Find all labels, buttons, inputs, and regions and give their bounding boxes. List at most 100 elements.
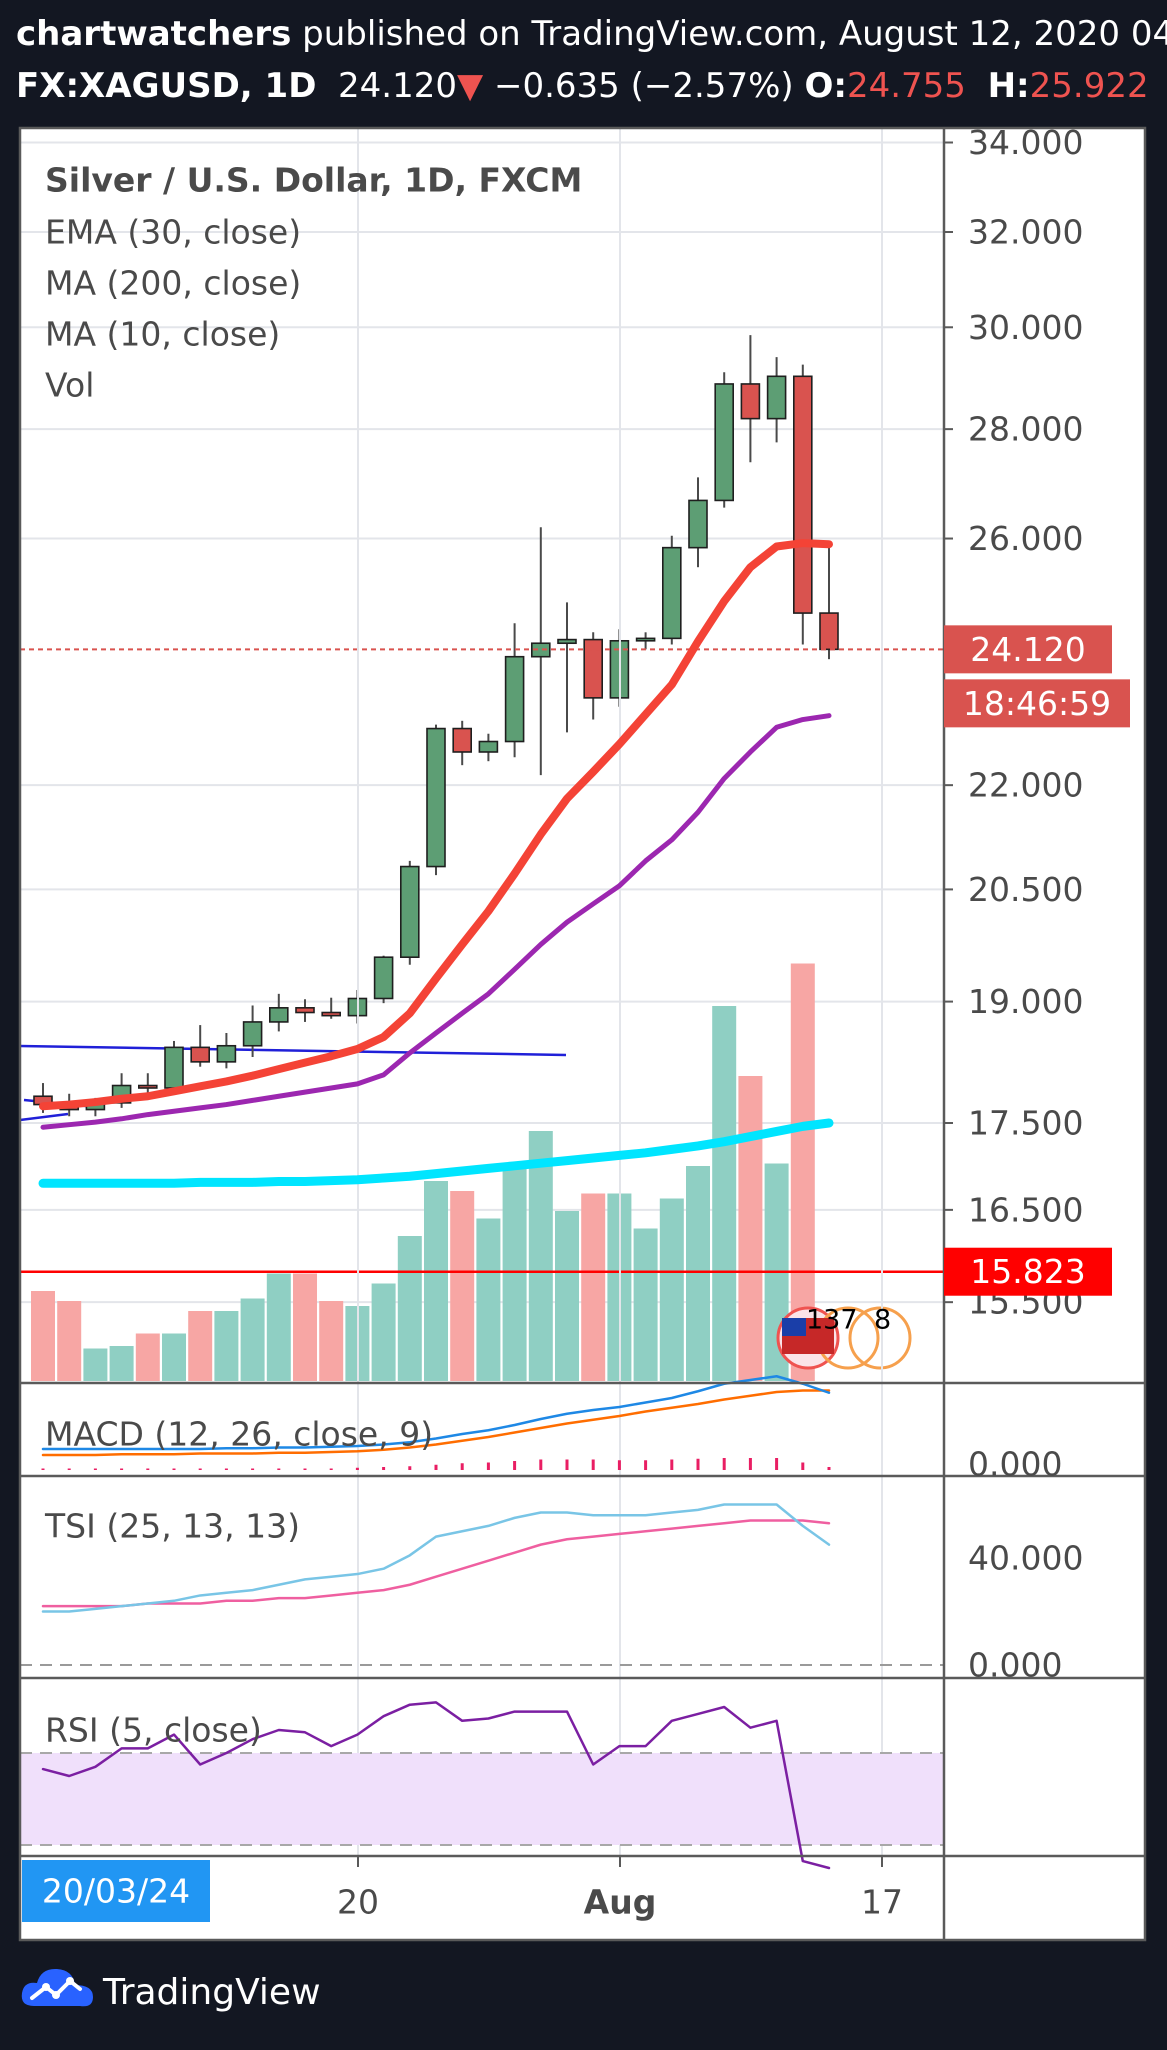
time-cursor-tag: [22, 1860, 210, 1922]
macd-label: MACD (12, 26, close, 9): [45, 1415, 433, 1454]
volume-bar: [738, 1076, 763, 1381]
macd-line: [41, 1375, 831, 1451]
volume-bar: [31, 1291, 55, 1381]
level-tag: [944, 1247, 1112, 1296]
macd-signal-line: [41, 1389, 831, 1457]
tradingview-logo-icon[interactable]: [20, 1962, 96, 2012]
volume-bar: [424, 1181, 448, 1381]
down-arrow-icon: ▼: [457, 66, 484, 106]
chart-frame: [18, 126, 1147, 1942]
price-axis-label: 28.000: [968, 410, 1083, 449]
ema30-line: [39, 539, 833, 1111]
price-axis-label: 20.500: [968, 870, 1083, 909]
volume-bar: [555, 1211, 579, 1381]
price-axis-label: 30.000: [968, 308, 1083, 347]
header: chartwatchers published on TradingView.c…: [0, 0, 1167, 125]
down-candle: [138, 1084, 158, 1089]
volume-bar: [528, 1131, 553, 1381]
event-count[interactable]: 137: [806, 1305, 858, 1336]
author-name[interactable]: chartwatchers: [16, 14, 292, 54]
up-candle: [426, 727, 446, 868]
tradingview-brand[interactable]: TradingView: [103, 1972, 321, 2013]
trendline: [20, 1112, 69, 1122]
high-label: H:: [987, 66, 1030, 106]
macd-axis-label: 0.000: [968, 1445, 1062, 1484]
volume-bar: [319, 1301, 344, 1381]
volume-bar: [240, 1298, 265, 1381]
time-cursor-label: 20/03/24: [42, 1872, 190, 1911]
countdown-tag: [944, 679, 1130, 728]
down-candle: [295, 1007, 315, 1014]
time-axis-label: Aug: [584, 1883, 657, 1922]
rsi-line: [41, 1701, 831, 1870]
countdown-tag-label: 18:46:59: [963, 684, 1111, 723]
up-candle: [688, 499, 708, 549]
chart-area[interactable]: 137 8 Silver / U.S. Dollar, 1D, FXCM EMA (3…: [0, 0, 1167, 1950]
volume-bar: [476, 1218, 501, 1381]
price-change: −0.635 (−2.57%): [493, 66, 794, 106]
volume-bar: [502, 1168, 527, 1381]
down-candle: [819, 612, 839, 651]
time-axis-label: 17: [861, 1883, 903, 1922]
price-axis-label: 19.000: [968, 982, 1083, 1021]
level-tag-label: 15.823: [970, 1252, 1085, 1291]
volume-bar: [397, 1236, 422, 1381]
open-label: O:: [804, 66, 847, 106]
up-candle: [530, 642, 551, 658]
price-axis-label: 22.000: [968, 766, 1083, 805]
tsi-label: TSI (25, 13, 13): [44, 1507, 300, 1546]
down-candle: [583, 638, 604, 699]
up-candle: [635, 637, 656, 642]
volume-bar: [83, 1348, 108, 1381]
volume-bar: [450, 1191, 475, 1381]
quote-line: FX:XAGUSD, 1D 24.120▼ −0.635 (−2.57%) O:…: [16, 66, 1167, 106]
volume-bar: [686, 1166, 710, 1381]
publish-line: chartwatchers published on TradingView.c…: [16, 14, 1167, 54]
ma200-line: [38, 1118, 834, 1188]
price-axis-label: 32.000: [968, 213, 1083, 252]
rsi-label: RSI (5, close): [45, 1711, 262, 1750]
up-candle: [268, 1007, 289, 1023]
price-axis-label: 26.000: [968, 519, 1083, 558]
trendline: [20, 1044, 567, 1057]
current-price-tag: [944, 625, 1112, 674]
ma10-line: [40, 713, 832, 1130]
down-candle: [452, 727, 473, 753]
down-candle: [190, 1046, 210, 1063]
up-candle: [504, 655, 525, 743]
volume-bar: [712, 1006, 737, 1381]
event-count[interactable]: 8: [874, 1305, 891, 1336]
up-candle: [714, 383, 735, 502]
volume-bar: [659, 1198, 684, 1381]
up-candle: [216, 1044, 237, 1063]
down-candle: [321, 1011, 342, 1017]
up-candle: [399, 865, 420, 958]
down-candle: [792, 375, 813, 614]
volume-bar: [135, 1333, 160, 1381]
volume-bar: [581, 1193, 606, 1381]
tsi-axis-label: 40.000: [968, 1539, 1083, 1578]
up-candle: [661, 546, 682, 640]
time-axis-label: 20: [337, 1883, 379, 1922]
volume-bar: [266, 1273, 291, 1381]
legend-title: Silver / U.S. Dollar, 1D, FXCM: [45, 161, 582, 200]
volume-bar: [109, 1346, 134, 1381]
rsi-band: [20, 1753, 943, 1845]
volume-bar: [214, 1311, 239, 1381]
down-candle: [740, 383, 761, 420]
price-pane: [20, 141, 943, 1381]
legend-item: MA (200, close): [45, 264, 301, 303]
up-candle: [766, 375, 787, 420]
high-value: 25.922: [1029, 66, 1149, 106]
price-axis-label: 16.500: [968, 1190, 1083, 1229]
symbol-label[interactable]: FX:XAGUSD, 1D: [16, 66, 317, 106]
price-axis-label: 17.500: [968, 1104, 1083, 1143]
up-candle: [557, 638, 577, 645]
volume-bar: [633, 1228, 658, 1381]
current-price-tag-label: 24.120: [970, 630, 1085, 669]
legend-item: Vol: [45, 366, 94, 405]
up-candle: [164, 1046, 184, 1089]
up-candle: [373, 956, 394, 1000]
tsi-axis-label: 0.000: [968, 1646, 1062, 1685]
last-price: 24.120: [338, 66, 458, 106]
